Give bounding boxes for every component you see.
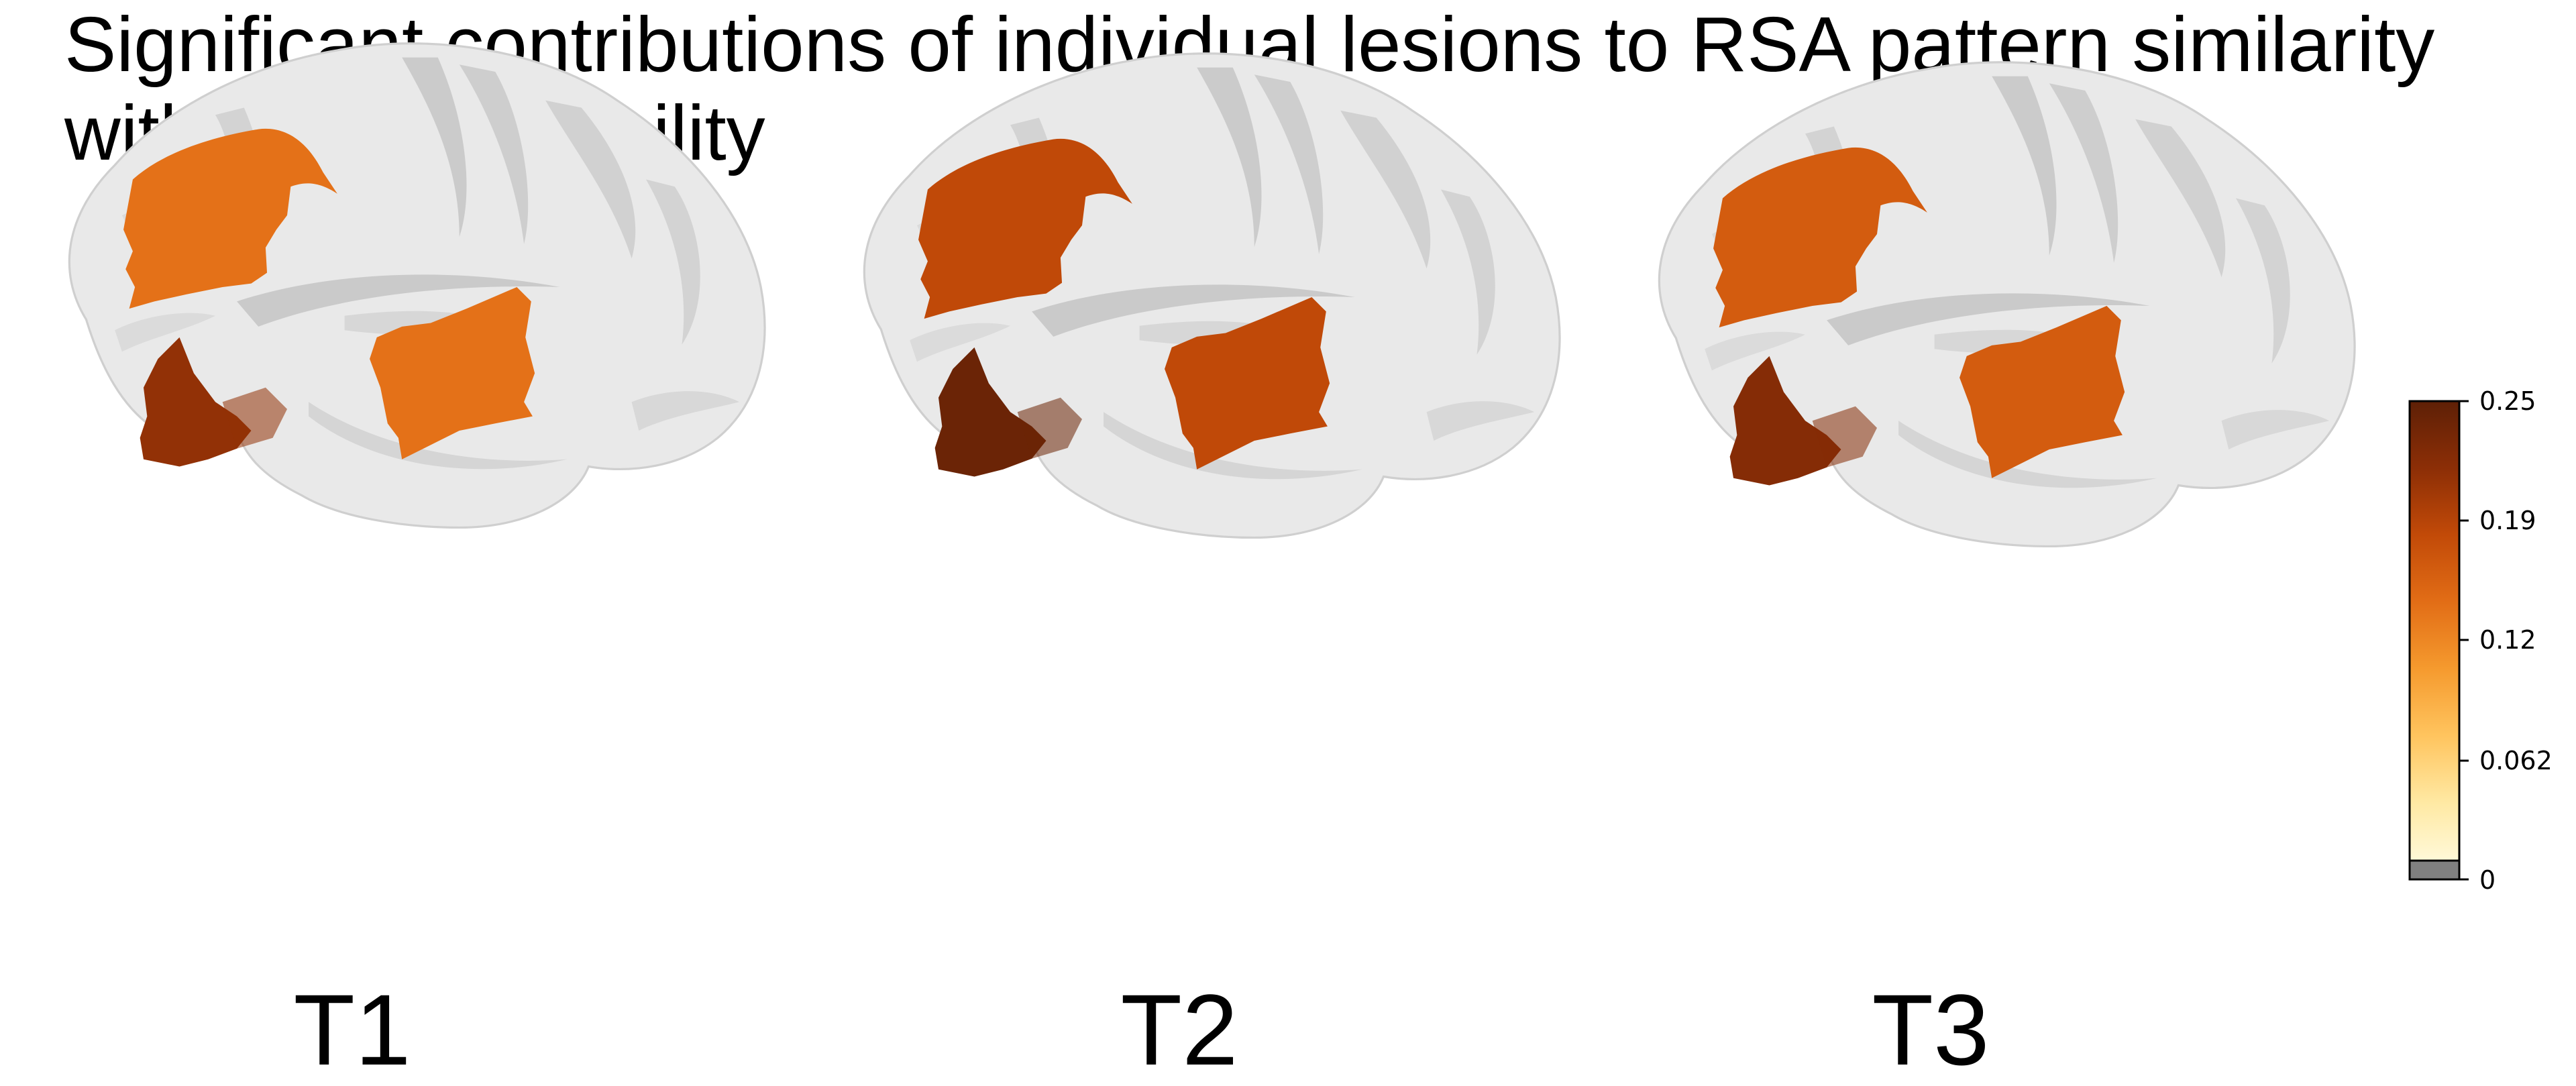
- lesion-region-frontal: [1713, 147, 1927, 328]
- lesion-region-frontal: [123, 128, 337, 309]
- panel-label-t2: T2: [1120, 973, 1238, 1086]
- lesion-region-temporal-anterior: [140, 337, 252, 467]
- lesion-overlap-shadow: [222, 387, 288, 449]
- colorbar-tick-label: 0.25: [2479, 386, 2536, 416]
- lesion-region-frontal: [918, 138, 1132, 319]
- lesion-region-temporal-anterior: [934, 347, 1046, 477]
- lesion-region-temporal-posterior: [1165, 297, 1330, 470]
- colorbar-tick-label: 0: [2479, 865, 2496, 895]
- colorbar-tick-label: 0.19: [2479, 506, 2536, 535]
- lesion-overlap-shadow: [1812, 406, 1877, 468]
- brain-panel-t2: [863, 52, 1561, 539]
- colorbar-tick-label: 0.12: [2479, 625, 2536, 655]
- colorbar: [2408, 400, 2469, 881]
- lesion-region-temporal-anterior: [1729, 356, 1841, 486]
- colorbar-gradient: [2408, 400, 2461, 871]
- colorbar-tick-label: 0.062: [2479, 746, 2553, 775]
- lesion-region-temporal-posterior: [1960, 306, 2125, 478]
- panel-label-t1: T1: [293, 973, 411, 1086]
- brain-panel-t3: [1658, 61, 2356, 548]
- lesion-region-temporal-posterior: [370, 287, 535, 459]
- lesion-overlap-shadow: [1017, 397, 1082, 459]
- brain-panel-t1: [68, 42, 766, 529]
- panel-label-t3: T3: [1872, 973, 1990, 1086]
- colorbar-zero-band: [2408, 859, 2461, 881]
